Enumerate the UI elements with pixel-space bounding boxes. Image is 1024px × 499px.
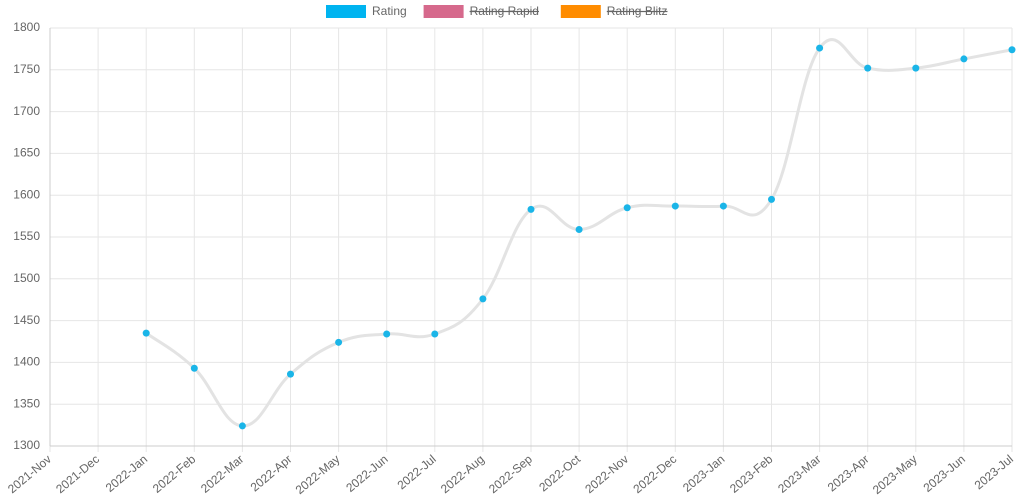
data-point: [527, 205, 535, 213]
legend-swatch: [423, 5, 464, 18]
x-tick-label: 2022-Sep: [486, 452, 535, 496]
y-tick-label: 1600: [13, 187, 40, 201]
x-tick-label: 2022-Jan: [103, 452, 150, 495]
y-tick-label: 1350: [13, 396, 40, 410]
data-point: [335, 338, 343, 346]
y-tick-label: 1550: [13, 229, 40, 243]
data-point: [383, 330, 391, 338]
data-point: [623, 204, 631, 212]
x-tick-label: 2023-Mar: [775, 452, 823, 496]
data-point: [431, 330, 439, 338]
x-tick-label: 2022-Jun: [343, 452, 390, 495]
x-tick-label: 2022-Jul: [395, 452, 439, 492]
y-tick-label: 1750: [13, 62, 40, 76]
legend-label: Rating Blitz: [607, 4, 668, 18]
x-tick-label: 2021-Dec: [53, 452, 102, 496]
x-tick-label: 2022-Aug: [438, 452, 487, 496]
x-tick-label: 2022-May: [293, 452, 343, 497]
y-tick-label: 1400: [13, 355, 40, 369]
data-point: [238, 422, 246, 430]
x-tick-label: 2023-Apr: [825, 452, 872, 494]
data-point: [142, 329, 150, 337]
y-tick-label: 1650: [13, 146, 40, 160]
x-tick-label: 2022-Nov: [582, 452, 631, 496]
y-tick-label: 1700: [13, 104, 40, 118]
x-tick-label: 2022-Oct: [536, 452, 583, 495]
x-tick-label: 2021-Nov: [5, 452, 54, 496]
legend-label: Rating Rapid: [470, 4, 539, 18]
x-tick-label: 2023-Jul: [972, 452, 1016, 492]
legend: Rating Rating Rapid Rating Blitz: [326, 4, 668, 18]
legend-swatch: [326, 5, 366, 18]
data-point: [719, 202, 727, 210]
data-point: [912, 64, 920, 72]
data-point: [864, 64, 872, 72]
y-tick-label: 1800: [13, 20, 40, 34]
legend-swatch: [560, 5, 601, 18]
x-tick-label: 2022-Mar: [198, 452, 246, 496]
data-point: [479, 295, 487, 303]
y-tick-label: 1300: [13, 438, 40, 452]
data-point: [1008, 46, 1016, 54]
data-point: [575, 225, 583, 233]
y-tick-label: 1500: [13, 271, 40, 285]
x-tick-label: 2023-Jan: [680, 452, 727, 495]
x-tick-label: 2022-Apr: [248, 452, 295, 494]
data-point: [671, 202, 679, 210]
legend-label: Rating: [372, 4, 407, 18]
data-point: [768, 195, 775, 203]
y-tick-label: 1450: [13, 313, 40, 327]
data-point: [816, 44, 824, 52]
x-tick-label: 2022-Feb: [150, 452, 199, 496]
data-point: [190, 364, 198, 372]
data-point: [960, 55, 968, 63]
x-tick-label: 2023-May: [870, 452, 920, 497]
x-tick-label: 2022-Dec: [630, 452, 679, 496]
data-point: [287, 370, 294, 378]
x-tick-label: 2023-Jun: [921, 452, 968, 495]
x-tick-label: 2023-Feb: [727, 452, 776, 496]
